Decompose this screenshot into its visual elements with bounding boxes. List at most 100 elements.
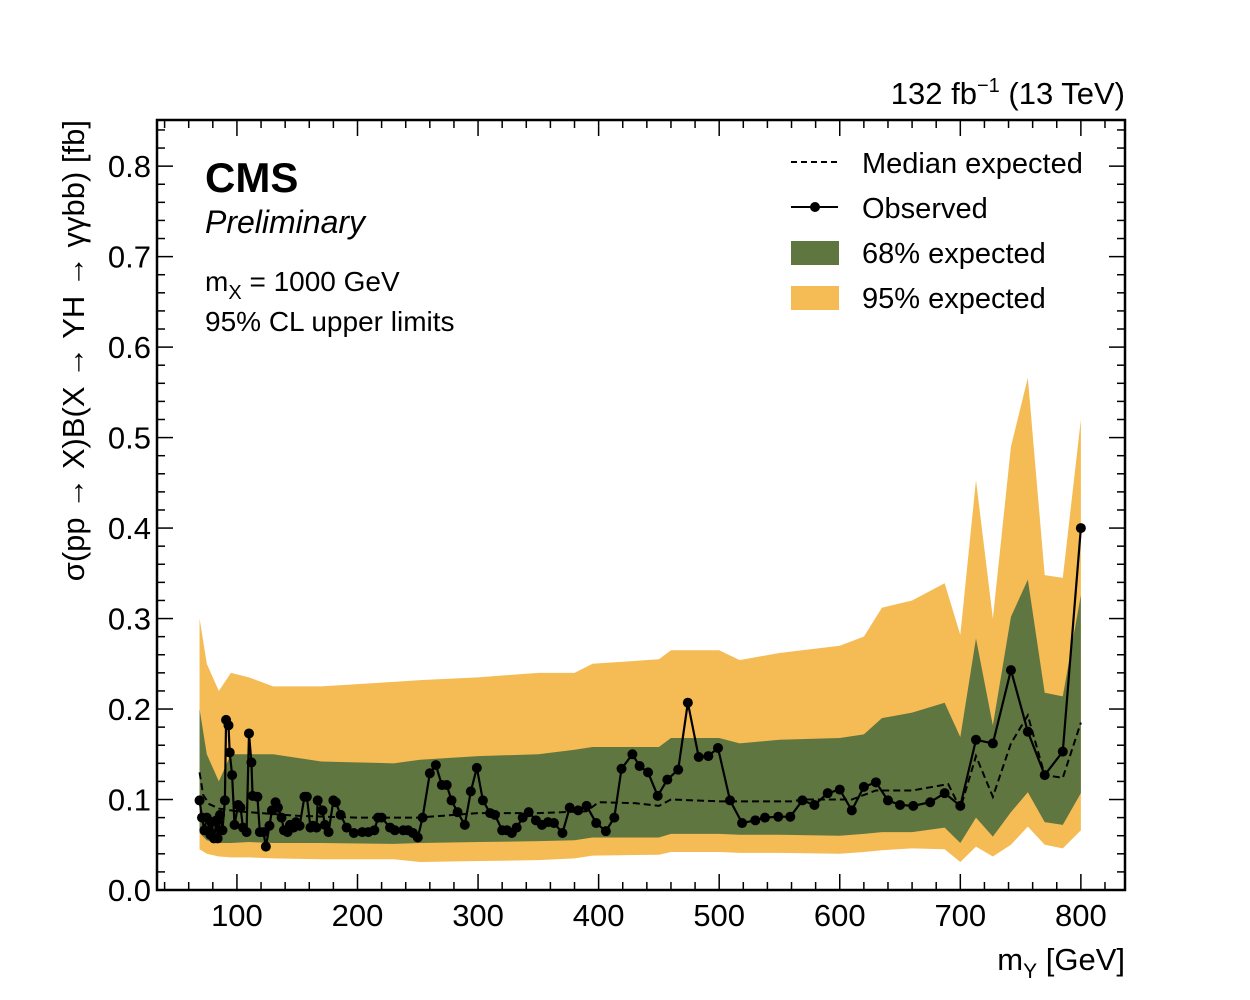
- observed-point: [858, 781, 869, 792]
- observed-point: [573, 805, 584, 816]
- observed-point: [822, 788, 833, 799]
- observed-point: [557, 827, 568, 838]
- observed-point: [224, 747, 235, 758]
- legend-95-label: 95% expected: [862, 283, 1046, 315]
- observed-point: [970, 734, 981, 745]
- observed-point: [243, 728, 254, 739]
- observed-point: [987, 738, 998, 749]
- y-axis-label: σ(pp → X)B(X → YH → γγbb) [fb]: [56, 120, 91, 581]
- observed-point: [229, 819, 240, 830]
- observed-point: [459, 819, 470, 830]
- observed-point: [258, 827, 269, 838]
- observed-point: [549, 818, 560, 829]
- observed-point: [217, 825, 228, 836]
- y-tick-label: 0.8: [108, 149, 151, 184]
- y-tick-label: 0.3: [108, 602, 151, 637]
- x-tick-label: 600: [814, 898, 866, 933]
- observed-point: [725, 795, 736, 806]
- observed-point: [609, 812, 620, 823]
- observed-point: [564, 802, 575, 813]
- x-tick-label: 400: [573, 898, 625, 933]
- observed-point: [341, 822, 352, 833]
- median-expected-line: [198, 712, 1082, 819]
- observed-point: [471, 762, 482, 773]
- observed-point: [430, 760, 441, 771]
- observed-point: [870, 777, 881, 788]
- observed-point: [1075, 523, 1086, 534]
- observed-point: [693, 751, 704, 762]
- x-tick-label: 300: [452, 898, 504, 933]
- observed-point: [673, 764, 684, 775]
- band-68-expected: [199, 579, 1081, 844]
- observed-point: [834, 784, 845, 795]
- plot-frame: [155, 118, 1127, 892]
- cl-label: 95% CL upper limits: [205, 306, 455, 337]
- x-tick-label: 500: [693, 898, 745, 933]
- observed-point: [389, 825, 400, 836]
- mass-label: mX = 1000 GeV: [205, 266, 400, 304]
- observed-point: [773, 811, 784, 822]
- observed-point: [634, 761, 645, 772]
- y-tick-label: 0.7: [108, 240, 151, 275]
- lumi-label: 132 fb−1 (13 TeV): [891, 75, 1125, 111]
- observed-point: [925, 797, 936, 808]
- observed-point: [424, 768, 435, 779]
- observed-point: [1057, 746, 1068, 757]
- y-tick-label: 0.1: [108, 783, 151, 818]
- observed-point: [895, 799, 906, 810]
- observed-point: [1022, 726, 1033, 737]
- y-tick-label: 0.6: [108, 330, 151, 365]
- observed-point: [441, 780, 452, 791]
- observed-point: [882, 795, 893, 806]
- observed-point: [737, 818, 748, 829]
- x-tick-label: 700: [934, 898, 986, 933]
- legend-68-swatch: [791, 241, 839, 265]
- y-tick-label: 0.0: [108, 873, 151, 908]
- observed-point: [477, 795, 488, 806]
- x-tick-label: 800: [1055, 898, 1107, 933]
- legend-median-label: Median expected: [862, 148, 1083, 180]
- observed-point: [955, 800, 966, 811]
- observed-point: [317, 805, 328, 816]
- cms-label: CMS: [205, 154, 298, 201]
- observed-point: [523, 807, 534, 818]
- observed-point: [703, 751, 714, 762]
- observed-point: [227, 770, 238, 781]
- observed-point: [452, 807, 463, 818]
- observed-point: [682, 697, 693, 708]
- observed-point: [591, 818, 602, 829]
- observed-point: [908, 800, 919, 811]
- observed-point: [809, 799, 820, 810]
- observed-point: [294, 820, 305, 831]
- observed-point: [581, 800, 592, 811]
- observed-point: [369, 825, 380, 836]
- observed-point: [652, 790, 663, 801]
- observed-point: [311, 822, 322, 833]
- observed-point: [272, 802, 283, 813]
- x-tick-label: 200: [332, 898, 384, 933]
- observed-point: [511, 822, 522, 833]
- observed-point: [1039, 770, 1050, 781]
- observed-point: [215, 809, 226, 820]
- legend-68-label: 68% expected: [862, 238, 1046, 270]
- observed-point: [312, 795, 323, 806]
- observed-point: [417, 812, 428, 823]
- legend-95-swatch: [791, 286, 839, 310]
- observed-point: [446, 795, 457, 806]
- observed-point: [241, 827, 252, 838]
- observed-point: [330, 797, 341, 808]
- y-tick-label: 0.4: [108, 511, 151, 546]
- observed-point: [759, 812, 770, 823]
- observed-point: [194, 795, 205, 806]
- observed-point: [348, 827, 359, 838]
- legend: Median expected Observed 68% expected 95…: [791, 148, 1083, 315]
- observed-point: [219, 795, 230, 806]
- y-tick-label: 0.5: [108, 421, 151, 456]
- observed-point: [212, 833, 223, 844]
- observed-point: [264, 820, 275, 831]
- observed-point: [785, 811, 796, 822]
- preliminary-label: Preliminary: [205, 204, 367, 240]
- observed-point: [412, 832, 423, 843]
- observed-point: [276, 812, 287, 823]
